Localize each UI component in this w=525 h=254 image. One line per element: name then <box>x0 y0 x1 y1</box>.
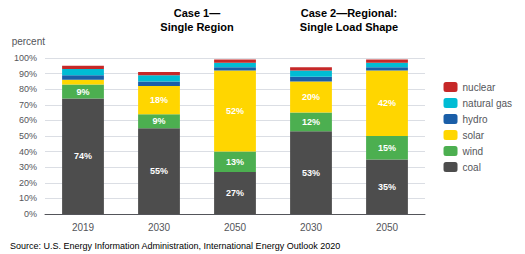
svg-text:50%: 50% <box>19 131 37 141</box>
svg-text:27%: 27% <box>226 188 244 198</box>
svg-text:9%: 9% <box>76 87 89 97</box>
svg-text:Case 2—Regional:: Case 2—Regional: <box>301 7 398 19</box>
svg-text:solar: solar <box>463 130 485 141</box>
svg-text:Single Region: Single Region <box>160 21 234 33</box>
svg-text:nuclear: nuclear <box>463 82 496 93</box>
svg-text:10%: 10% <box>19 193 37 203</box>
svg-text:coal: coal <box>463 162 481 173</box>
svg-text:74%: 74% <box>74 151 92 161</box>
svg-text:2050: 2050 <box>224 222 247 233</box>
svg-text:30%: 30% <box>19 162 37 172</box>
svg-text:53%: 53% <box>302 168 320 178</box>
svg-text:Case 1—: Case 1— <box>174 7 220 19</box>
svg-text:20%: 20% <box>19 178 37 188</box>
svg-text:70%: 70% <box>19 100 37 110</box>
svg-text:13%: 13% <box>226 157 244 167</box>
svg-text:35%: 35% <box>378 182 396 192</box>
svg-text:12%: 12% <box>302 117 320 127</box>
svg-text:80%: 80% <box>19 84 37 94</box>
svg-text:hydro: hydro <box>463 114 488 125</box>
svg-text:55%: 55% <box>150 166 168 176</box>
svg-text:9%: 9% <box>152 116 165 126</box>
svg-text:20%: 20% <box>302 92 320 102</box>
svg-text:15%: 15% <box>378 143 396 153</box>
svg-text:wind: wind <box>462 146 484 157</box>
svg-text:100%: 100% <box>14 53 37 63</box>
svg-text:2030: 2030 <box>148 222 171 233</box>
svg-text:0%: 0% <box>24 209 37 219</box>
svg-text:2019: 2019 <box>72 222 95 233</box>
svg-text:percent: percent <box>12 36 46 47</box>
svg-text:2050: 2050 <box>376 222 399 233</box>
svg-text:90%: 90% <box>19 69 37 79</box>
svg-text:60%: 60% <box>19 115 37 125</box>
svg-text:natural gas: natural gas <box>463 98 512 109</box>
svg-text:40%: 40% <box>19 147 37 157</box>
svg-text:52%: 52% <box>226 106 244 116</box>
svg-text:2030: 2030 <box>300 222 323 233</box>
svg-text:18%: 18% <box>150 95 168 105</box>
svg-text:Single Load Shape: Single Load Shape <box>300 21 398 33</box>
svg-text:42%: 42% <box>378 98 396 108</box>
svg-text:Source: U.S. Energy Informatio: Source: U.S. Energy Information Administ… <box>10 241 340 251</box>
